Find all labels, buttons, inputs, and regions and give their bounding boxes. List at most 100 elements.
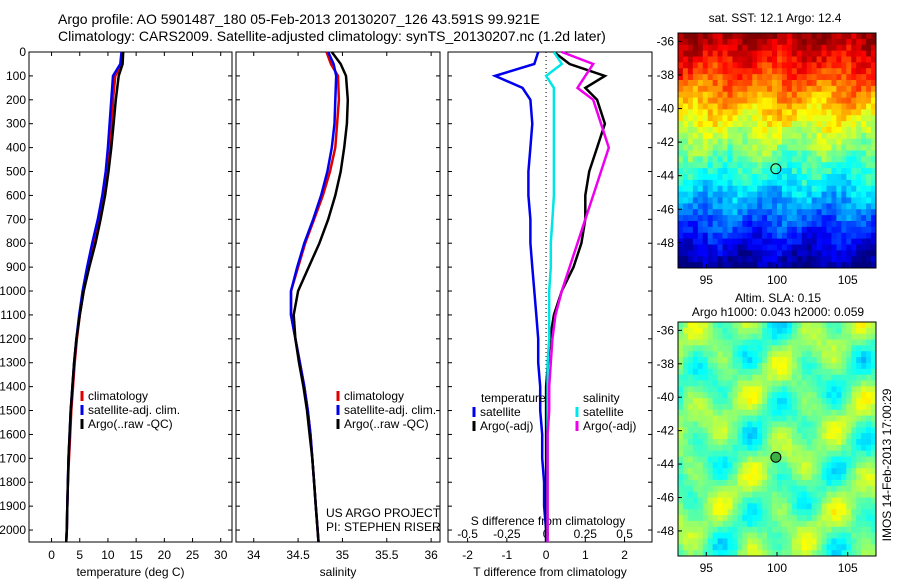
x-axis-label: temperature (deg C) (76, 565, 184, 579)
legend-label: Argo(-adj) (480, 419, 533, 433)
map-cells (678, 322, 877, 557)
lat-tick-label: -38 (657, 357, 675, 371)
x-tick-label: 0 (543, 548, 550, 562)
lat-tick-label: -46 (657, 491, 675, 505)
argo-location-marker (770, 451, 782, 463)
x-tick-label: 30 (214, 548, 228, 562)
lon-tick-label: 100 (767, 273, 787, 287)
lat-tick-label: -36 (657, 34, 675, 48)
lat-tick-label: -40 (657, 102, 675, 116)
x-tick-label: 1 (582, 548, 589, 562)
x-axis-label: T difference from climatology (473, 565, 627, 579)
y-tick-label: 500 (6, 165, 26, 179)
lat-tick-label: -44 (657, 457, 675, 471)
y-tick-label: 900 (6, 260, 26, 274)
y-tick-label: 1300 (0, 356, 26, 370)
x-tick-label: 2 (621, 548, 628, 562)
sla-map-title: Altim. SLA: 0.15 (735, 291, 821, 305)
series-line-argorawqc (292, 51, 350, 543)
y-tick-label: 1400 (0, 380, 26, 394)
diff-series-salinity-3 (546, 50, 611, 542)
y-tick-label: 1600 (0, 427, 26, 441)
chart-title-line2: Climatology: CARS2009. Satellite-adjuste… (58, 28, 606, 44)
legend-label: Argo(..raw -QC) (344, 417, 429, 431)
y-tick-label: 300 (6, 117, 26, 131)
y-tick-label: 100 (6, 69, 26, 83)
top-tick-label: -0.5 (457, 527, 478, 541)
y-tick-label: 1800 (0, 475, 26, 489)
panel-frame (447, 51, 653, 543)
lat-tick-label: -44 (657, 169, 675, 183)
y-tick-label: 1000 (0, 284, 26, 298)
y-tick-label: 600 (6, 188, 26, 202)
legend-group-label: temperature (481, 391, 546, 405)
legend-label: satellite (480, 405, 521, 419)
lon-tick-label: 105 (838, 273, 858, 287)
lat-tick-label: -48 (657, 236, 675, 250)
x-tick-label: 34 (247, 548, 261, 562)
lat-tick-label: -46 (657, 202, 675, 216)
legend-label: satellite (583, 405, 624, 419)
x-tick-label: 0 (48, 548, 55, 562)
legend-label: climatology (344, 389, 404, 403)
diff-series-temperature-0 (491, 51, 548, 542)
y-tick-label: 1900 (0, 499, 26, 513)
x-tick-label: 20 (158, 548, 172, 562)
sst-map-title: sat. SST: 12.1 Argo: 12.4 (709, 11, 842, 25)
x-tick-label: 34.5 (286, 548, 310, 562)
lon-tick-label: 95 (700, 561, 714, 575)
legend-label: Argo(-adj) (583, 419, 636, 433)
series-line-argorawqc (64, 51, 125, 543)
x-tick-label: -2 (462, 548, 473, 562)
lon-tick-label: 100 (767, 561, 787, 575)
y-tick-label: 2000 (0, 523, 26, 537)
x-tick-label: 15 (129, 548, 143, 562)
lat-tick-label: -36 (657, 323, 675, 337)
legend-label: climatology (88, 389, 148, 403)
legend-label: satellite-adj. clim. (344, 403, 436, 417)
sla-map-subtitle: Argo h1000: 0.043 h2000: 0.059 (692, 305, 864, 319)
y-tick-label: 1500 (0, 404, 26, 418)
legend-label: satellite-adj. clim. (88, 403, 180, 417)
x-tick-label: 36 (424, 548, 438, 562)
x-tick-label: 35.5 (375, 548, 399, 562)
map-panel-0: 95 100 105 -36 -38 -40 -42 -44 -46 -48 (657, 32, 877, 287)
panel-frame (28, 51, 233, 543)
y-tick-label: 800 (6, 236, 26, 250)
timestamp-side-text: IMOS 14-Feb-2013 17:00:29 (880, 388, 894, 541)
annotation-text: US ARGO PROJECT (326, 506, 441, 520)
lat-tick-label: -38 (657, 68, 675, 82)
y-tick-label: 700 (6, 212, 26, 226)
top-tick-label: 0.5 (616, 527, 633, 541)
map-cells (678, 33, 877, 269)
difference-panel: -2 -1 0 1 2-0.5 -0.25 0 0.25 0.5S difference fro… (447, 50, 653, 579)
y-tick-label: 1700 (0, 451, 26, 465)
legend-label: Argo(..raw -QC) (88, 417, 173, 431)
x-tick-label: 35 (336, 548, 350, 562)
lon-tick-label: 105 (838, 561, 858, 575)
y-tick-label: 200 (6, 93, 26, 107)
profile-panel-1: 34 34.5 35 35.5 36 salinity climatologysatelli… (235, 51, 441, 579)
x-tick-label: 25 (186, 548, 200, 562)
y-tick-label: 1200 (0, 332, 26, 346)
panel-frame (235, 51, 441, 543)
lat-tick-label: -42 (657, 135, 675, 149)
chart-title-line1: Argo profile: AO 5901487_180 05-Feb-2013… (58, 11, 540, 27)
y-tick-label: 400 (6, 141, 26, 155)
y-tick-label: 0 (19, 45, 26, 59)
x-axis-label: salinity (320, 565, 357, 579)
profile-panel-0: 0100200300400500600700800900100011001200… (0, 45, 233, 579)
lat-tick-label: -40 (657, 390, 675, 404)
top-tick-label: 0.25 (574, 527, 598, 541)
legend-group-label: salinity (583, 391, 620, 405)
lat-tick-label: -48 (657, 524, 675, 538)
x-tick-label: -1 (502, 548, 513, 562)
annotation-text: PI: STEPHEN RISER (326, 520, 441, 534)
diff-series-temperature-1 (544, 51, 608, 542)
y-tick-label: 1100 (0, 308, 26, 322)
x-tick-label: 5 (76, 548, 83, 562)
top-tick-label: -0.25 (493, 527, 521, 541)
map-panel-1: 95 100 105 -36 -38 -40 -42 -44 -46 -48 (657, 321, 877, 575)
lon-tick-label: 95 (700, 273, 714, 287)
